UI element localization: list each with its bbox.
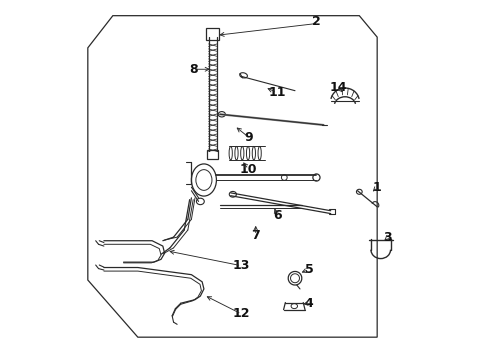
Text: 4: 4 [305,297,314,310]
Text: 8: 8 [189,63,197,76]
Text: 14: 14 [329,81,346,94]
Text: 12: 12 [233,307,250,320]
FancyBboxPatch shape [206,28,220,40]
Text: 2: 2 [312,14,321,27]
Text: 11: 11 [269,86,286,99]
Text: 1: 1 [373,181,382,194]
Text: 5: 5 [305,263,314,276]
Text: 13: 13 [233,259,250,272]
Text: 10: 10 [240,163,257,176]
FancyBboxPatch shape [207,150,218,158]
Text: 6: 6 [273,209,281,222]
Text: 7: 7 [251,229,260,242]
Text: 3: 3 [384,231,392,244]
Text: 9: 9 [244,131,253,144]
